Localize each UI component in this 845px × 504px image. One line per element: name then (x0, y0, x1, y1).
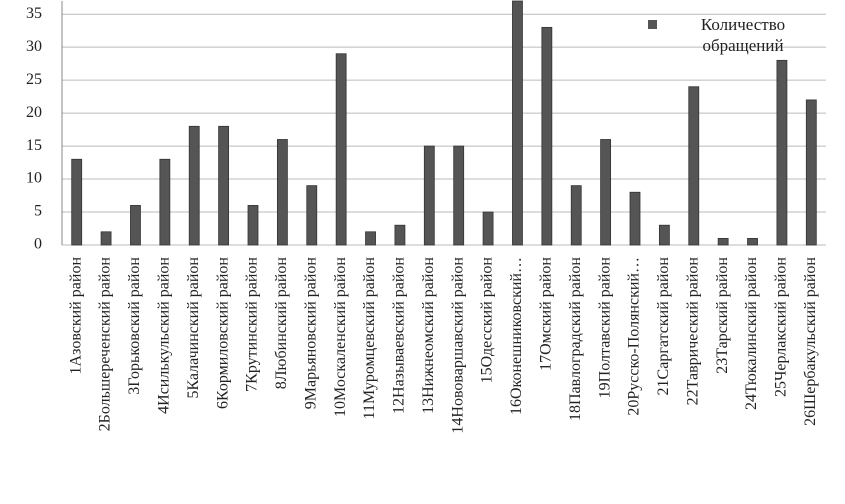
y-tick-label: 30 (26, 38, 42, 55)
bar (188, 125, 200, 246)
x-tick-label: 20Русско-Полянский… (626, 257, 643, 416)
x-tick-label: 9Марьяновский район (302, 257, 319, 410)
y-tick-label: 0 (34, 236, 42, 253)
bar (482, 211, 494, 246)
x-tick-label: 13Нижнеомский район (420, 257, 437, 414)
legend: Количество обращений (648, 14, 838, 56)
bar (218, 125, 230, 246)
bar (247, 205, 259, 246)
bar (805, 99, 817, 246)
x-tick-label: 6Кормиловский район (214, 257, 231, 409)
bar (600, 139, 612, 246)
x-tick-label: 8Любинский район (273, 257, 290, 390)
y-tick-label: 35 (26, 5, 42, 22)
bar (688, 86, 700, 246)
x-tick-label: 3Горьковский район (126, 257, 143, 395)
bar (658, 224, 670, 246)
x-tick-label: 24Тюкалинский район (743, 257, 760, 410)
x-tick-label: 25Черлакский район (773, 257, 790, 397)
x-tick-label: 10Москаленский район (332, 257, 349, 417)
x-tick-label: 17Омский район (538, 257, 555, 371)
bar (365, 231, 376, 246)
bar (276, 139, 288, 246)
x-tick-label: 12Называевский район (391, 257, 408, 414)
bar (423, 145, 435, 246)
y-tick-label: 25 (26, 71, 42, 88)
x-tick-label: 23Тарский район (714, 257, 731, 374)
bar (159, 158, 171, 246)
bar (306, 185, 318, 246)
x-tick-label: 4Исилькульский район (156, 257, 173, 414)
bar (100, 231, 112, 246)
x-tick-label: 1Азовский район (67, 257, 84, 375)
bar (747, 238, 758, 246)
y-tick-label: 10 (26, 170, 42, 187)
bar (776, 59, 788, 246)
bar (570, 185, 582, 246)
bar (453, 145, 465, 246)
bar (394, 224, 406, 246)
bar (71, 158, 83, 246)
x-tick-label: 19Полтавский район (596, 257, 613, 399)
y-tick-label: 5 (34, 203, 42, 220)
y-tick-label: 20 (26, 104, 42, 121)
x-tick-label: 11Муромцевский район (361, 257, 378, 420)
bar (541, 26, 553, 246)
x-tick-label: 2Большереченский район (97, 257, 114, 432)
x-tick-label: 21Саргатский район (655, 257, 672, 396)
bar (512, 0, 523, 246)
legend-swatch (648, 20, 657, 29)
bar (629, 191, 641, 246)
x-tick-label: 22Таврический район (684, 257, 701, 406)
x-tick-label: 26Шербакульский район (802, 257, 819, 426)
y-tick-label: 15 (26, 137, 42, 154)
x-tick-label: 15Одесский район (479, 257, 496, 384)
x-tick-label: 14Нововаршавский район (449, 257, 466, 434)
bar (717, 238, 729, 246)
bar (130, 205, 141, 246)
x-tick-label: 18Павлоградский район (567, 257, 584, 421)
legend-label: Количество обращений (700, 15, 786, 55)
x-tick-label: 5Калачинский район (185, 257, 202, 399)
x-tick-label: 7Крутинский район (244, 257, 261, 392)
x-tick-label: 16Оконешниковский… (508, 257, 525, 415)
bar (335, 53, 347, 246)
